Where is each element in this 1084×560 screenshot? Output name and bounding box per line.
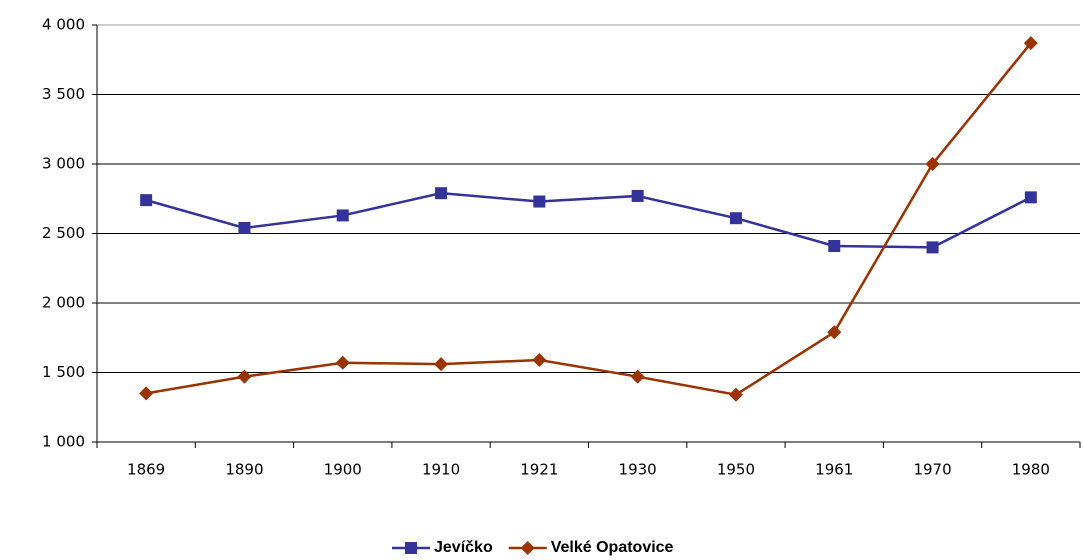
point	[238, 221, 251, 234]
point	[533, 195, 546, 208]
point	[336, 209, 349, 222]
point	[828, 240, 841, 253]
y-tick-label: 2 000	[42, 294, 85, 312]
x-tick-label: 1900	[324, 461, 362, 479]
y-tick-label: 2 500	[42, 224, 85, 242]
point	[237, 369, 252, 384]
point	[140, 194, 153, 207]
y-tick-label: 1 500	[42, 363, 85, 381]
x-tick-label: 1869	[127, 461, 165, 479]
x-tick-label: 1910	[422, 461, 460, 479]
x-tick-label: 1980	[1012, 461, 1050, 479]
point	[532, 352, 547, 367]
point	[926, 241, 939, 254]
point	[729, 212, 742, 225]
point	[1024, 191, 1037, 204]
point	[335, 355, 350, 370]
x-tick-label: 1930	[619, 461, 657, 479]
point	[925, 157, 940, 171]
x-tick-label: 1921	[520, 461, 558, 479]
x-tick-label: 1970	[913, 461, 951, 479]
point	[434, 357, 449, 372]
point	[631, 189, 644, 202]
y-tick-label: 3 500	[42, 85, 85, 103]
point	[630, 369, 645, 384]
series-line	[145, 42, 1032, 397]
legend-label: Jevíčko	[434, 539, 493, 556]
x-tick-label: 1890	[225, 461, 263, 479]
legend-marker	[520, 541, 535, 555]
y-tick-label: 1 000	[42, 433, 85, 451]
series-line	[145, 191, 1032, 249]
x-tick-label: 1950	[717, 461, 755, 479]
point	[1023, 36, 1038, 51]
legend: Jevíčko Velké Opatovice	[392, 539, 674, 556]
y-tick-label: 3 000	[42, 155, 85, 173]
legend-marker	[405, 542, 417, 554]
point	[139, 386, 154, 401]
y-tick-label: 4 000	[42, 16, 85, 34]
point	[827, 325, 842, 340]
point	[435, 187, 448, 200]
x-tick-label: 1961	[815, 461, 853, 479]
legend-label: Velké Opatovice	[551, 539, 674, 556]
point	[728, 387, 743, 402]
